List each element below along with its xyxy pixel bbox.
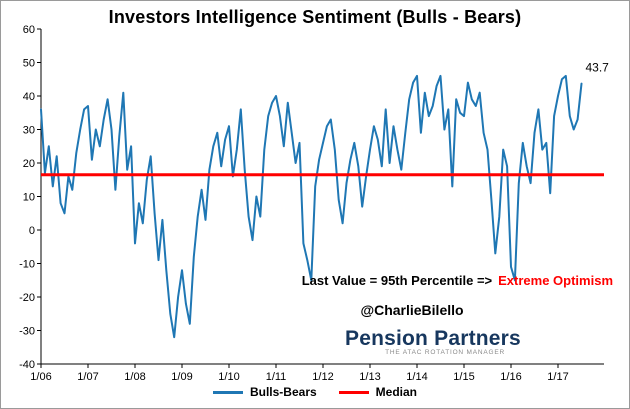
- legend-item-bulls-bears: Bulls-Bears: [212, 385, 317, 399]
- x-tick-label: 1/16: [500, 371, 521, 383]
- x-tick-label: 1/17: [547, 371, 568, 383]
- chart-title: Investors Intelligence Sentiment (Bulls …: [108, 7, 522, 27]
- x-tick-label: 1/14: [406, 371, 427, 383]
- y-tick-label: 60: [23, 24, 35, 36]
- y-tick-label: 30: [23, 125, 35, 137]
- y-tick-label: -40: [19, 359, 35, 371]
- percentile-text: Last Value = 95th Percentile =>: [301, 273, 493, 288]
- logo-tagline: THE ATAC ROTATION MANAGER: [385, 349, 505, 356]
- legend-swatch: [212, 390, 243, 394]
- x-tick-label: 1/10: [218, 371, 239, 383]
- y-tick-label: -20: [19, 292, 35, 304]
- y-tick-label: -10: [19, 259, 35, 271]
- x-tick-label: 1/13: [359, 371, 380, 383]
- legend-item-median: Median: [338, 385, 418, 399]
- legend-label: Bulls-Bears: [249, 385, 317, 399]
- y-tick-label: 50: [23, 58, 35, 70]
- x-tick-label: 1/08: [124, 371, 145, 383]
- percentile-annotation: Last Value = 95th Percentile => Extreme O…: [302, 273, 613, 288]
- legend-label: Median: [375, 385, 418, 399]
- y-tick-label: 0: [29, 225, 35, 237]
- extreme-optimism-text: Extreme Optimism: [498, 273, 613, 288]
- logo-wordmark: Pension Partners: [345, 327, 521, 350]
- x-tick-label: 1/12: [312, 371, 333, 383]
- x-tick-label: 1/15: [453, 371, 474, 383]
- x-tick-label: 1/09: [171, 371, 192, 383]
- y-tick-label: -30: [19, 326, 35, 338]
- y-tick-label: 10: [23, 192, 35, 204]
- author-credit: @CharlieBilello: [360, 302, 464, 318]
- y-tick-label: 20: [23, 158, 35, 170]
- pension-partners-logo: Pension Partners THE ATAC ROTATION MANAG…: [345, 327, 521, 356]
- last-value-label: 43.7: [586, 61, 610, 75]
- x-tick-label: 1/06: [30, 371, 51, 383]
- legend: Bulls-Bears Median: [1, 385, 629, 399]
- legend-swatch: [338, 390, 369, 394]
- y-tick-label: 40: [23, 91, 35, 103]
- x-tick-label: 1/07: [77, 371, 98, 383]
- bulls-bears-line: [40, 74, 583, 339]
- x-tick-label: 1/11: [266, 371, 287, 383]
